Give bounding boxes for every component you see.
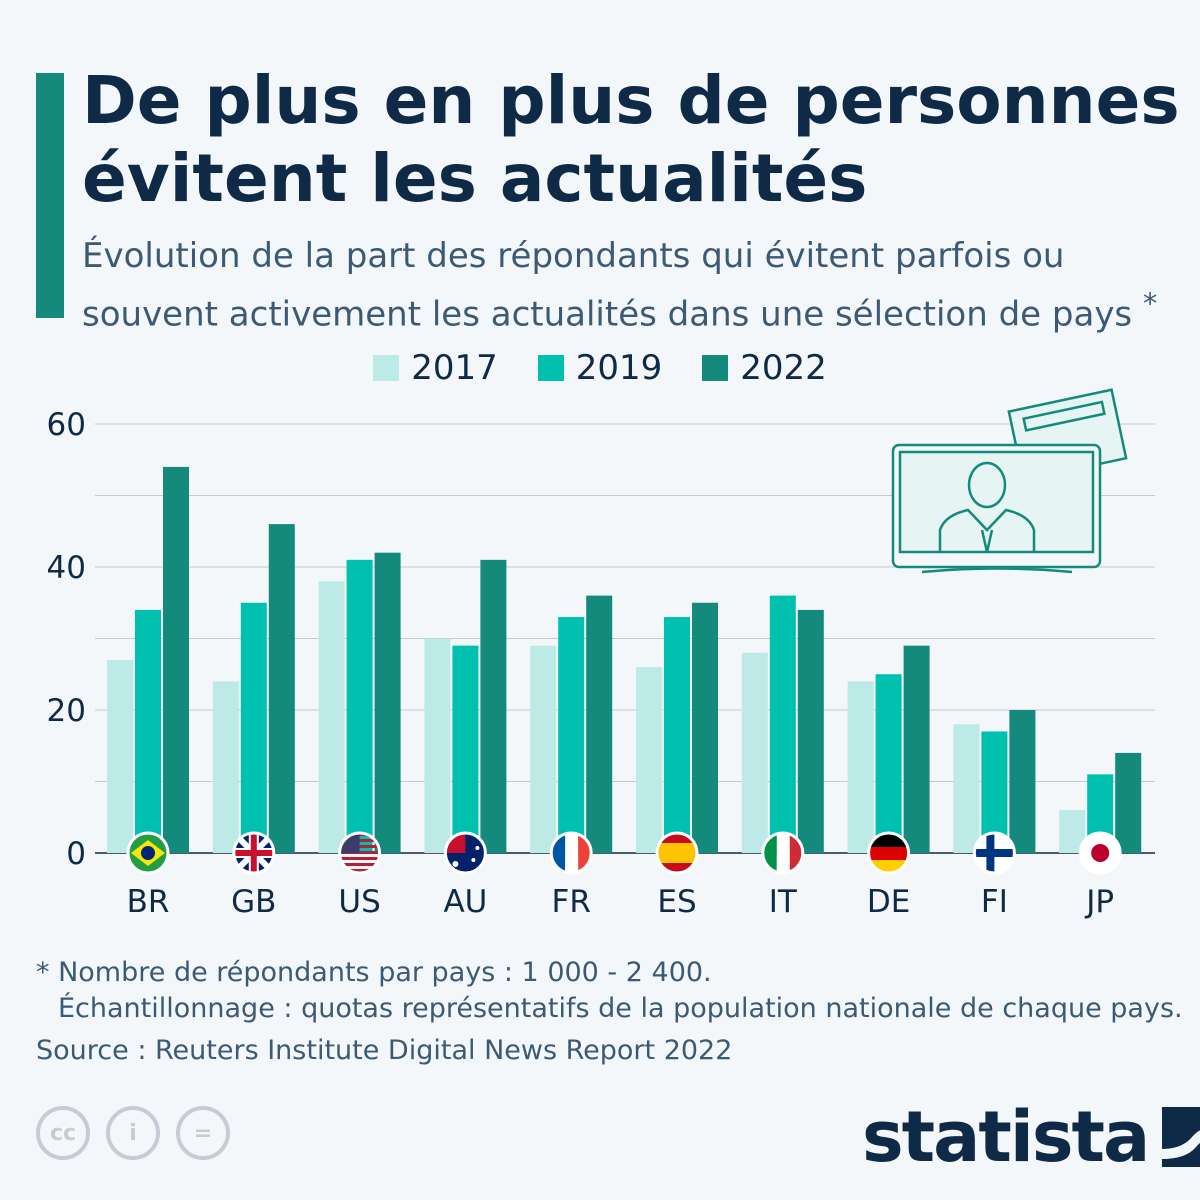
bar-IT-2022	[797, 609, 824, 853]
footnote-sample-size: * Nombre de répondants par pays : 1 000 …	[36, 957, 712, 988]
bar-FI-2022	[1009, 710, 1036, 853]
bar-FR-2022	[586, 595, 613, 853]
bar-AU-2017	[424, 638, 451, 853]
legend-item-2017: 2017	[373, 348, 498, 388]
no-derivatives-icon[interactable]: =	[176, 1106, 230, 1160]
x-tick-label-IT: IT	[769, 884, 798, 920]
legend-item-2022: 2022	[702, 348, 827, 388]
x-tick-label-ES: ES	[657, 884, 696, 920]
x-tick-label-FR: FR	[552, 884, 591, 920]
subtitle-footnote-mark: *	[1142, 287, 1158, 320]
x-tick-label-FI: FI	[981, 884, 1008, 920]
legend-swatch	[373, 355, 400, 381]
legend-label: 2017	[411, 348, 498, 388]
bar-US-2022	[374, 552, 401, 853]
bar-DE-2017	[847, 681, 874, 853]
flag-gb-icon	[232, 831, 276, 875]
title-accent-bar	[36, 73, 64, 318]
bar-IT-2019	[769, 595, 796, 853]
flag-us-icon	[338, 831, 382, 875]
license-icons: cc i =	[36, 1106, 230, 1160]
legend: 2017 2019 2022	[0, 348, 1200, 388]
flag-fr-icon	[549, 831, 593, 875]
flag-fi-icon	[972, 831, 1016, 875]
bar-FR-2017	[530, 645, 557, 853]
attribution-icon[interactable]: i	[106, 1106, 160, 1160]
x-tick-label-AU: AU	[443, 884, 487, 920]
bar-DE-2022	[903, 645, 930, 853]
flag-es-icon	[655, 831, 699, 875]
cc-icon[interactable]: cc	[36, 1106, 90, 1160]
bar-FI-2017	[953, 724, 980, 853]
bar-GB-2017	[212, 681, 239, 853]
bar-chart: 0 20 40 60 BR GB US AU FR ES IT DE FI JP	[47, 388, 1155, 920]
source-note: Source : Reuters Institute Digital News …	[36, 1035, 733, 1066]
x-tick-label-GB: GB	[231, 884, 276, 920]
bar-AU-2019	[452, 645, 479, 853]
legend-label: 2022	[740, 348, 827, 388]
bar-DE-2019	[875, 674, 902, 853]
legend-item-2019: 2019	[537, 348, 663, 388]
bar-US-2019	[346, 559, 373, 853]
flag-it-icon	[761, 831, 805, 875]
flag-br-icon	[126, 831, 170, 875]
subtitle: Évolution de la part des répondants qui …	[82, 232, 1192, 338]
bar-ES-2017	[636, 667, 662, 853]
flag-de-icon	[867, 831, 911, 875]
x-tick-label-US: US	[338, 884, 380, 920]
subtitle-text: Évolution de la part des répondants qui …	[82, 236, 1133, 335]
bar-ES-2019	[664, 617, 690, 853]
flag-au-icon	[443, 831, 487, 875]
bar-AU-2022	[480, 559, 507, 853]
statista-logo[interactable]: statista	[862, 1096, 1200, 1178]
bar-GB-2019	[240, 602, 267, 853]
x-tick-label-BR: BR	[127, 884, 170, 920]
statista-logo-icon	[1162, 1107, 1200, 1167]
legend-label: 2019	[575, 348, 663, 388]
y-tick-label: 20	[47, 693, 86, 729]
page-title: De plus en plus de personnes évitent les…	[82, 62, 1180, 217]
bar-BR-2022	[163, 466, 189, 853]
statista-wordmark: statista	[862, 1096, 1150, 1178]
legend-swatch	[702, 355, 729, 381]
footnote-sampling: Échantillonnage : quotas représentatifs …	[58, 993, 1183, 1024]
bar-GB-2022	[268, 524, 295, 853]
y-tick-label: 0	[66, 836, 86, 872]
bar-BR-2017	[107, 659, 133, 853]
bar-US-2017	[318, 581, 345, 853]
tv-newspaper-icon	[891, 388, 1128, 574]
bar-IT-2017	[741, 652, 768, 853]
y-tick-label: 60	[47, 407, 86, 443]
x-tick-label-JP: JP	[1084, 884, 1114, 920]
footnotes: * Nombre de répondants par pays : 1 000 …	[36, 955, 1183, 1069]
bar-FR-2019	[558, 617, 585, 853]
x-tick-label-DE: DE	[867, 884, 910, 920]
legend-swatch	[537, 355, 564, 381]
flag-jp-icon	[1078, 831, 1122, 875]
bar-BR-2019	[135, 609, 161, 853]
bar-JP-2022	[1115, 752, 1142, 853]
bar-ES-2022	[692, 602, 718, 853]
y-tick-label: 40	[47, 550, 86, 586]
